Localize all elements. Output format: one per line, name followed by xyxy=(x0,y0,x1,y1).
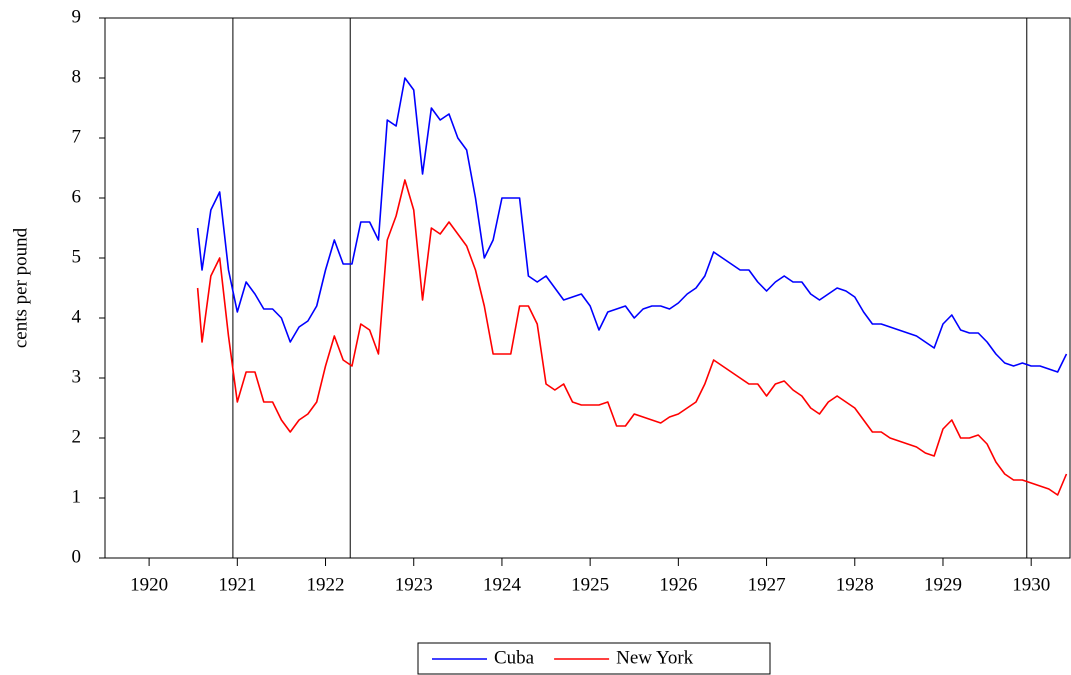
y-tick-label: 8 xyxy=(72,66,82,87)
legend-label: Cuba xyxy=(494,647,535,668)
x-tick-label: 1920 xyxy=(130,574,168,595)
y-tick-label: 6 xyxy=(72,186,82,207)
series-line xyxy=(196,179,1068,496)
x-tick-label: 1928 xyxy=(836,574,874,595)
x-tick-label: 1922 xyxy=(307,574,345,595)
y-tick-label: 0 xyxy=(72,546,82,567)
y-tick-label: 2 xyxy=(72,426,82,447)
x-tick-label: 1929 xyxy=(924,574,962,595)
legend-label: New York xyxy=(616,647,694,668)
plot-frame xyxy=(104,17,1071,559)
x-tick-label: 1921 xyxy=(218,574,256,595)
y-tick-label: 5 xyxy=(72,246,82,267)
x-tick-label: 1927 xyxy=(748,574,786,595)
y-tick-label: 9 xyxy=(72,6,82,27)
x-tick-label: 1925 xyxy=(571,574,609,595)
x-tick-label: 1924 xyxy=(483,574,522,595)
series-line xyxy=(196,77,1068,373)
y-tick-label: 4 xyxy=(72,306,82,327)
x-tick-label: 1926 xyxy=(659,574,697,595)
x-tick-label: 1930 xyxy=(1012,574,1050,595)
x-tick-label: 1923 xyxy=(395,574,433,595)
y-tick-label: 7 xyxy=(72,126,82,147)
y-tick-label: 3 xyxy=(72,366,82,387)
y-tick-label: 1 xyxy=(72,486,82,507)
y-axis-label: cents per pound xyxy=(10,227,31,348)
